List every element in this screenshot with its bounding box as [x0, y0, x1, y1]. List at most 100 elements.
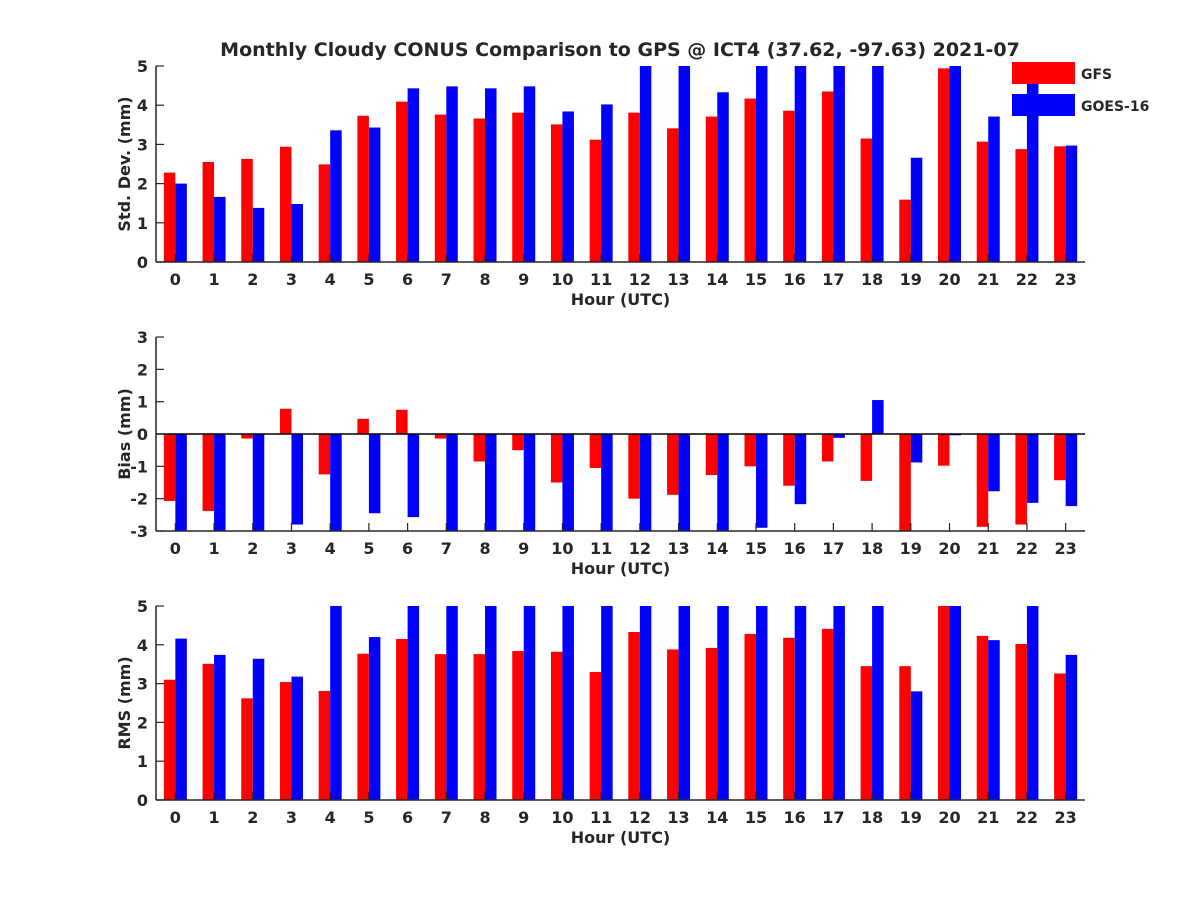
x-tick-label: 10 [551, 808, 573, 827]
x-tick-label: 19 [900, 270, 922, 289]
x-tick-label: 1 [208, 808, 219, 827]
bar-gfs-hour-12 [628, 434, 640, 499]
bar-gfs-hour-3 [279, 146, 292, 262]
bar-gfs-hour-2 [241, 698, 253, 800]
x-tick-label: 7 [441, 539, 452, 558]
bar-gfs-hour-6 [396, 638, 408, 800]
bar-gfs-hour-18 [860, 434, 873, 481]
bar-goes-16-hour-7 [446, 86, 458, 262]
y-tick-label: 2 [137, 175, 148, 194]
x-tick-label: 1 [208, 270, 219, 289]
x-tick-label: 22 [1016, 808, 1038, 827]
x-tick-label: 18 [861, 270, 883, 289]
bar-gfs-hour-14 [705, 647, 718, 800]
bar-gfs-hour-8 [473, 654, 486, 800]
x-tick-label: 15 [745, 808, 767, 827]
x-tick-label: 0 [170, 539, 181, 558]
y-tick-label: 3 [137, 675, 148, 694]
y-tick-label: 5 [137, 597, 148, 616]
bar-goes-16-hour-22 [1026, 606, 1039, 800]
x-tick-label: 2 [247, 539, 258, 558]
bar-gfs-hour-16 [783, 434, 795, 486]
y-tick-label: 2 [137, 713, 148, 732]
x-tick-label: 22 [1016, 539, 1038, 558]
bar-gfs-hour-19 [899, 434, 911, 531]
x-tick-label: 4 [325, 270, 336, 289]
x-tick-label: 6 [402, 270, 413, 289]
x-axis-label: Hour (UTC) [571, 290, 671, 309]
y-tick-label: 0 [137, 791, 148, 810]
y-axis-label: RMS (mm) [115, 656, 134, 749]
bar-gfs-hour-1 [202, 434, 215, 511]
y-tick-label: -2 [130, 490, 148, 509]
bar-gfs-hour-3 [279, 682, 292, 800]
y-tick-label: 3 [137, 135, 148, 154]
x-tick-label: 21 [977, 539, 999, 558]
bar-gfs-hour-11 [589, 139, 602, 262]
x-tick-label: 10 [551, 270, 573, 289]
x-tick-label: 19 [900, 539, 922, 558]
x-tick-label: 15 [745, 270, 767, 289]
bar-goes-16-hour-5 [368, 434, 381, 514]
bar-goes-16-hour-13 [678, 606, 691, 800]
bar-goes-16-hour-4 [330, 606, 342, 800]
bar-goes-16-hour-10 [562, 434, 574, 531]
bar-goes-16-hour-8 [485, 88, 497, 262]
bar-goes-16-hour-21 [988, 434, 1000, 492]
x-tick-label: 2 [247, 808, 258, 827]
x-tick-label: 8 [479, 539, 490, 558]
bar-goes-16-hour-1 [214, 434, 226, 531]
bar-goes-16-hour-20 [949, 66, 962, 262]
bar-gfs-hour-1 [202, 663, 215, 800]
bar-gfs-hour-19 [899, 199, 911, 262]
bar-gfs-hour-8 [473, 434, 486, 462]
bar-goes-16-hour-12 [639, 606, 652, 800]
bar-goes-16-hour-20 [949, 606, 962, 800]
x-tick-label: 9 [518, 270, 529, 289]
x-tick-label: 17 [822, 539, 844, 558]
x-tick-label: 9 [518, 808, 529, 827]
x-tick-label: 20 [938, 270, 960, 289]
x-tick-label: 9 [518, 539, 529, 558]
bar-goes-16-hour-8 [485, 606, 497, 800]
bar-gfs-hour-15 [744, 98, 756, 262]
bar-goes-16-hour-9 [523, 434, 536, 531]
x-tick-label: 5 [363, 270, 374, 289]
bar-gfs-hour-13 [667, 434, 679, 495]
bar-goes-16-hour-22 [1026, 434, 1039, 503]
bar-goes-16-hour-3 [291, 676, 303, 800]
bar-gfs-hour-7 [434, 434, 447, 439]
bar-gfs-hour-18 [860, 138, 873, 262]
bar-gfs-hour-23 [1054, 146, 1066, 262]
x-tick-label: 13 [667, 808, 689, 827]
x-tick-label: 16 [784, 808, 806, 827]
x-tick-label: 12 [629, 270, 651, 289]
bar-gfs-hour-17 [821, 628, 834, 800]
bar-goes-16-hour-7 [446, 606, 458, 800]
x-tick-label: 20 [938, 808, 960, 827]
bar-gfs-hour-22 [1015, 434, 1027, 525]
bar-goes-16-hour-8 [485, 434, 497, 531]
bar-goes-16-hour-22 [1026, 79, 1039, 262]
bar-goes-16-hour-21 [988, 116, 1000, 262]
y-tick-label: 1 [137, 214, 148, 233]
x-tick-label: 12 [629, 539, 651, 558]
bar-goes-16-hour-19 [910, 691, 923, 800]
bar-goes-16-hour-4 [330, 130, 342, 262]
bar-gfs-hour-10 [550, 434, 563, 483]
x-tick-label: 20 [938, 539, 960, 558]
bar-gfs-hour-0 [163, 679, 176, 800]
bar-gfs-hour-22 [1015, 149, 1027, 262]
bar-gfs-hour-6 [396, 101, 408, 262]
bar-goes-16-hour-18 [872, 400, 884, 434]
bar-goes-16-hour-16 [794, 66, 807, 262]
x-tick-label: 1 [208, 539, 219, 558]
bar-goes-16-hour-1 [214, 654, 226, 800]
bar-goes-16-hour-23 [1065, 654, 1078, 800]
bar-gfs-hour-9 [512, 434, 524, 451]
y-tick-label: 2 [137, 360, 148, 379]
legend-swatch-goes-16 [1012, 94, 1075, 116]
bar-gfs-hour-1 [202, 162, 215, 262]
